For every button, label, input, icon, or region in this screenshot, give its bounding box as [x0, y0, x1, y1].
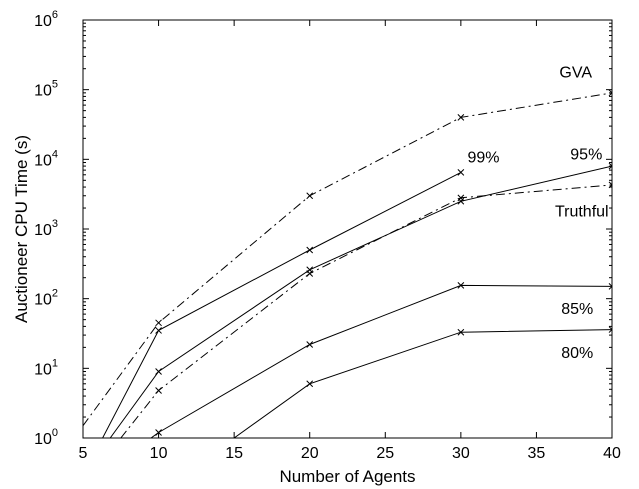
- data-point-marker: [457, 194, 465, 202]
- y-tick-exponent: 5: [52, 79, 58, 91]
- marker-stroke: [608, 285, 612, 290]
- y-tick-exponent: 2: [52, 288, 58, 300]
- x-tick-label: 10: [150, 445, 168, 462]
- y-tick-label: 100: [34, 427, 58, 448]
- marker-stroke: [608, 89, 612, 94]
- series-line-2: [109, 165, 612, 438]
- x-tick-label: 40: [603, 445, 621, 462]
- marker-stroke: [608, 165, 612, 170]
- series-line-5: [233, 329, 612, 438]
- marker-stroke: [608, 92, 612, 97]
- marker-stroke: [306, 341, 314, 348]
- y-tick-base: 10: [34, 152, 52, 169]
- y-tick-exponent: 4: [52, 148, 58, 160]
- annotation-layer: GVA 99% 95% Truthful 85% 80%: [468, 64, 609, 362]
- marker-stroke: [155, 368, 162, 375]
- series-annotation: Truthful: [555, 204, 609, 221]
- series-annotation: 85%: [561, 301, 593, 318]
- y-tick-exponent: 0: [52, 427, 58, 439]
- x-tick-label: 30: [452, 445, 470, 462]
- y-tick-base: 10: [34, 83, 52, 100]
- data-point-marker: [155, 368, 162, 375]
- marker-stroke: [306, 192, 314, 200]
- x-tick-label: 20: [301, 445, 319, 462]
- data-point-marker: [608, 162, 612, 170]
- data-point-marker: [457, 114, 465, 121]
- series-annotation: GVA: [559, 64, 592, 81]
- data-point-marker: [457, 169, 465, 176]
- marker-stroke: [608, 181, 612, 186]
- marker-stroke: [608, 326, 612, 331]
- data-point-marker: [306, 341, 314, 348]
- marker-layer: [155, 89, 612, 436]
- marker-stroke: [457, 194, 465, 202]
- y-tick-label: 104: [34, 148, 58, 169]
- series-line-4: [150, 284, 612, 438]
- data-point-marker: [155, 319, 162, 327]
- data-point-marker: [306, 246, 314, 254]
- marker-stroke: [306, 246, 314, 254]
- y-tick-exponent: 1: [52, 357, 58, 369]
- y-tick-base: 10: [34, 292, 52, 309]
- marker-stroke: [155, 327, 162, 334]
- y-tick-label: 101: [34, 357, 58, 378]
- marker-stroke: [155, 387, 162, 394]
- x-tick-label: 15: [225, 445, 243, 462]
- data-point-marker: [608, 283, 612, 290]
- x-tick-label: 25: [376, 445, 394, 462]
- y-tick-base: 10: [34, 431, 52, 448]
- data-point-marker: [155, 327, 162, 334]
- y-tick-base: 10: [34, 13, 52, 30]
- marker-stroke: [608, 162, 612, 167]
- y-tick-label: 102: [34, 288, 58, 309]
- y-tick-label: 106: [34, 9, 58, 30]
- series-line-1: [102, 171, 462, 438]
- data-point-marker: [306, 270, 314, 277]
- series-line-0: [83, 92, 612, 426]
- x-axis-label: Number of Agents: [279, 467, 415, 486]
- y-tick-exponent: 6: [52, 9, 58, 21]
- marker-stroke: [457, 169, 465, 176]
- data-point-marker: [608, 89, 612, 97]
- marker-stroke: [155, 319, 162, 327]
- marker-stroke: [457, 328, 465, 336]
- series-layer: [83, 92, 612, 438]
- series-annotation: 99%: [468, 150, 500, 167]
- y-tick-label: 103: [34, 218, 58, 239]
- series-annotation: 95%: [570, 146, 602, 163]
- marker-stroke: [457, 114, 465, 121]
- data-point-marker: [457, 282, 465, 289]
- y-tick-base: 10: [34, 361, 52, 378]
- y-axis-label: Auctioneer CPU Time (s): [12, 135, 31, 323]
- data-point-marker: [457, 328, 465, 336]
- data-point-marker: [306, 192, 314, 200]
- marker-stroke: [608, 283, 612, 288]
- y-tick-exponent: 3: [52, 218, 58, 230]
- marker-stroke: [306, 380, 314, 388]
- series-annotation: 80%: [561, 345, 593, 362]
- data-point-marker: [155, 387, 162, 394]
- plot-area-frame: [82, 19, 613, 439]
- data-point-marker: [608, 326, 612, 333]
- y-tick-label: 105: [34, 79, 58, 100]
- x-tick-label: 35: [528, 445, 546, 462]
- marker-stroke: [306, 270, 314, 277]
- data-point-marker: [306, 380, 314, 388]
- y-tick-base: 10: [34, 222, 52, 239]
- marker-stroke: [457, 282, 465, 289]
- x-tick-label: 5: [79, 445, 88, 462]
- marker-stroke: [608, 328, 612, 333]
